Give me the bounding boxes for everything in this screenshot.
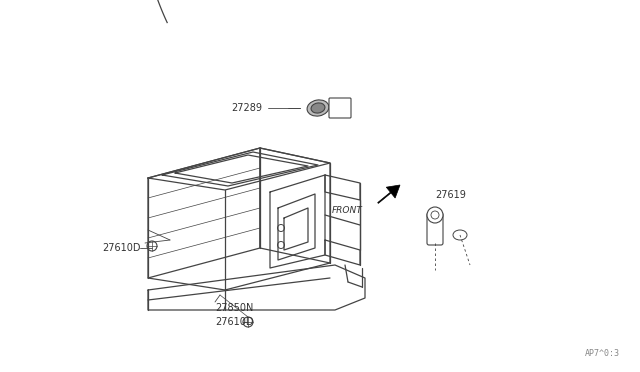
Text: 27619: 27619	[435, 190, 466, 200]
FancyBboxPatch shape	[329, 98, 351, 118]
Circle shape	[147, 241, 157, 251]
FancyBboxPatch shape	[427, 213, 443, 245]
Text: AP7^0:3: AP7^0:3	[585, 349, 620, 358]
Text: 27289: 27289	[231, 103, 262, 113]
Ellipse shape	[311, 103, 325, 113]
Text: 27610D: 27610D	[215, 317, 253, 327]
Circle shape	[427, 207, 443, 223]
Ellipse shape	[307, 100, 329, 116]
Text: 27850N: 27850N	[215, 303, 253, 313]
Circle shape	[243, 317, 253, 327]
Text: FRONT: FRONT	[332, 205, 363, 215]
Text: 27610D: 27610D	[102, 243, 141, 253]
Ellipse shape	[453, 230, 467, 240]
FancyArrow shape	[378, 185, 400, 203]
